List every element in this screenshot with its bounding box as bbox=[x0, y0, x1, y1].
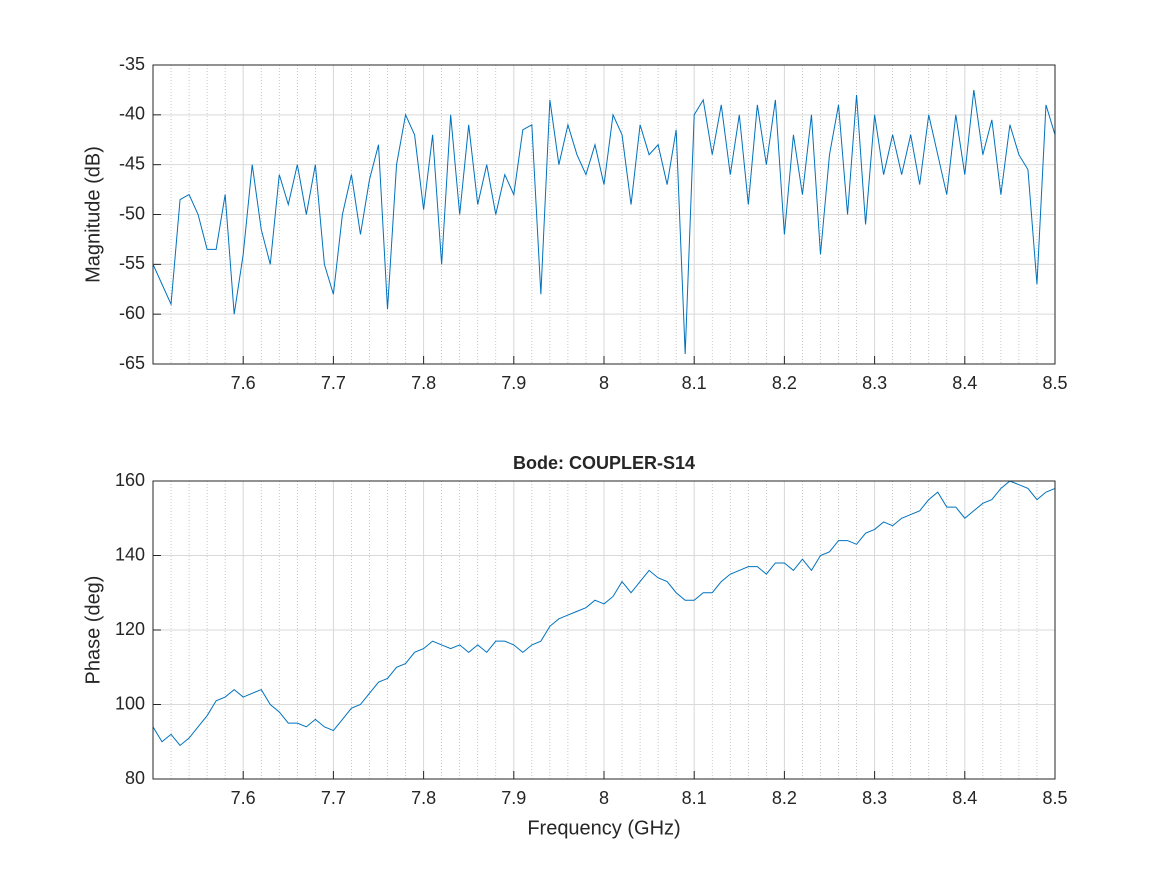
x-tick-label: 8.4 bbox=[952, 788, 977, 808]
x-axis-label: Frequency (GHz) bbox=[527, 817, 680, 839]
x-tick-label: 7.8 bbox=[411, 373, 436, 393]
y-axis-label: Phase (deg) bbox=[82, 576, 104, 685]
y-tick-label: 120 bbox=[115, 619, 145, 639]
x-tick-label: 8.5 bbox=[1042, 788, 1067, 808]
x-tick-label: 8.5 bbox=[1042, 373, 1067, 393]
x-tick-label: 7.8 bbox=[411, 788, 436, 808]
y-tick-label: -55 bbox=[119, 253, 145, 273]
x-tick-label: 8.1 bbox=[682, 373, 707, 393]
x-tick-label: 8.2 bbox=[772, 788, 797, 808]
chart-title: Bode: COUPLER-S14 bbox=[513, 453, 695, 473]
y-tick-label: -65 bbox=[119, 353, 145, 373]
x-tick-label: 7.6 bbox=[231, 373, 256, 393]
x-tick-label: 8.3 bbox=[862, 373, 887, 393]
x-tick-label: 7.7 bbox=[321, 373, 346, 393]
x-tick-label: 8 bbox=[599, 373, 609, 393]
data-line bbox=[152, 89, 1056, 355]
y-axis-label: Magnitude (dB) bbox=[82, 146, 104, 283]
x-tick-label: 7.6 bbox=[231, 788, 256, 808]
y-tick-label: -60 bbox=[119, 303, 145, 323]
y-tick-label: 160 bbox=[115, 470, 145, 490]
y-tick-label: 80 bbox=[125, 768, 145, 788]
x-tick-label: 7.9 bbox=[501, 373, 526, 393]
axes-box bbox=[152, 64, 1056, 365]
data-line bbox=[152, 480, 1056, 747]
axes-box bbox=[152, 480, 1056, 780]
y-tick-label: -50 bbox=[119, 203, 145, 223]
x-tick-label: 7.7 bbox=[321, 788, 346, 808]
x-tick-label: 8.3 bbox=[862, 788, 887, 808]
x-tick-label: 8 bbox=[599, 788, 609, 808]
y-tick-label: -35 bbox=[119, 54, 145, 74]
y-tick-label: 140 bbox=[115, 544, 145, 564]
x-tick-label: 7.9 bbox=[501, 788, 526, 808]
x-tick-label: 8.2 bbox=[772, 373, 797, 393]
y-tick-label: 100 bbox=[115, 693, 145, 713]
y-tick-label: -45 bbox=[119, 153, 145, 173]
x-tick-label: 8.4 bbox=[952, 373, 977, 393]
x-tick-label: 8.1 bbox=[682, 788, 707, 808]
y-tick-label: -40 bbox=[119, 104, 145, 124]
